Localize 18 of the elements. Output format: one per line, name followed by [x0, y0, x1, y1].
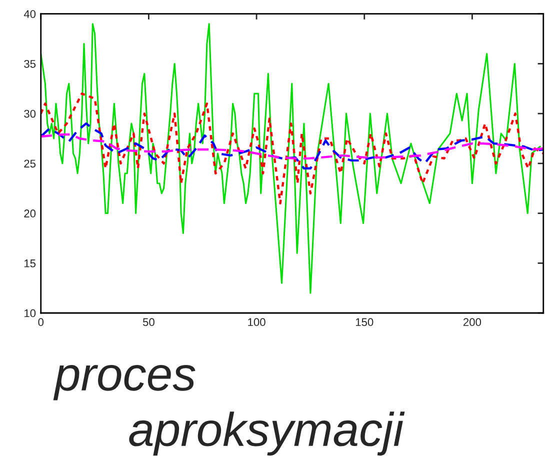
text: proces	[53, 364, 196, 400]
x-tick-label: 200	[463, 318, 482, 326]
line-series	[40, 23, 541, 294]
x-tick-label: 150	[356, 318, 374, 326]
y-tick-label: 10	[24, 309, 36, 318]
y-tick-label: 20	[24, 210, 36, 218]
line-series	[40, 122, 544, 170]
line-series	[40, 92, 544, 204]
line-series	[40, 133, 544, 160]
x-tick-label: 50	[142, 318, 154, 326]
text: aproksymacji	[129, 412, 405, 456]
x-tick-label: 100	[248, 318, 266, 326]
y-tick-label: 40	[24, 10, 36, 18]
x-tick-label: 0	[38, 318, 44, 326]
y-tick-label: 25	[24, 160, 36, 168]
y-tick-label: 15	[24, 260, 36, 268]
y-tick-label: 30	[24, 110, 36, 118]
y-tick-label: 35	[24, 60, 36, 68]
